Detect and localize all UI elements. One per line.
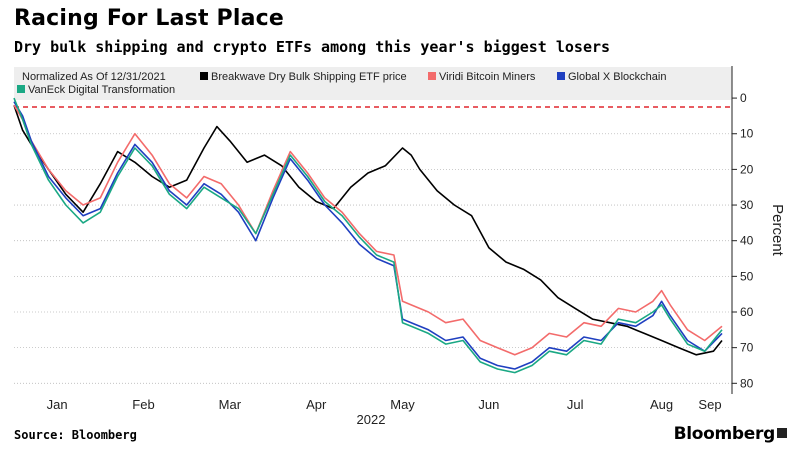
- x-tick-label: Jan: [47, 397, 68, 412]
- legend-label-breakwave: Breakwave Dry Bulk Shipping ETF price: [211, 71, 407, 83]
- source-note: Source: Bloomberg: [14, 428, 137, 442]
- series-layer: [13, 97, 723, 374]
- y-tick-label: 20: [740, 162, 754, 176]
- legend-label-vaneck: VanEck Digital Transformation: [28, 84, 175, 96]
- bloomberg-terminal-icon: [777, 428, 787, 438]
- legend-swatch-globalx: [557, 72, 565, 80]
- legend-swatch-vaneck: [17, 85, 25, 93]
- series-line-1: [13, 104, 723, 356]
- x-tick-label: May: [390, 397, 415, 412]
- bloomberg-logo: Bloomberg: [673, 424, 776, 444]
- y-tick-label: 0: [740, 91, 747, 105]
- x-tick-label: Mar: [219, 397, 242, 412]
- y-tick-label: 30: [740, 198, 754, 212]
- series-line-3: [13, 97, 723, 374]
- y-tick-label: 60: [740, 305, 754, 319]
- x-axis-ticks: Jan Feb Mar Apr May Jun Jul Aug Sep: [47, 397, 722, 412]
- y-tick-label: 70: [740, 341, 754, 355]
- legend-normalization-note: Normalized As Of 12/31/2021: [22, 71, 166, 83]
- series-line-0: [13, 104, 723, 356]
- legend: Normalized As Of 12/31/2021 Breakwave Dr…: [14, 67, 732, 100]
- legend-label-viridi: Viridi Bitcoin Miners: [439, 71, 536, 83]
- chart-subtitle: Dry bulk shipping and crypto ETFs among …: [14, 38, 611, 56]
- x-tick-label: Sep: [698, 397, 721, 412]
- y-axis-ticks: 0 10 20 30 40 50 60 70 80: [732, 91, 754, 390]
- legend-swatch-breakwave: [200, 72, 208, 80]
- x-tick-label: Aug: [650, 397, 673, 412]
- x-tick-label: Jul: [567, 397, 584, 412]
- x-axis-year-label: 2022: [357, 412, 386, 427]
- x-tick-label: Feb: [132, 397, 154, 412]
- plot-background: [14, 66, 732, 394]
- y-tick-label: 10: [740, 127, 754, 141]
- x-tick-label: Jun: [478, 397, 499, 412]
- x-tick-label: Apr: [306, 397, 327, 412]
- chart-title: Racing For Last Place: [14, 6, 285, 31]
- legend-label-globalx: Global X Blockchain: [568, 71, 666, 83]
- y-tick-label: 40: [740, 234, 754, 248]
- y-tick-label: 50: [740, 269, 754, 283]
- legend-swatch-viridi: [428, 72, 436, 80]
- y-tick-label: 80: [740, 376, 754, 390]
- legend-background: [14, 67, 732, 100]
- y-axis-label: Percent: [769, 204, 786, 257]
